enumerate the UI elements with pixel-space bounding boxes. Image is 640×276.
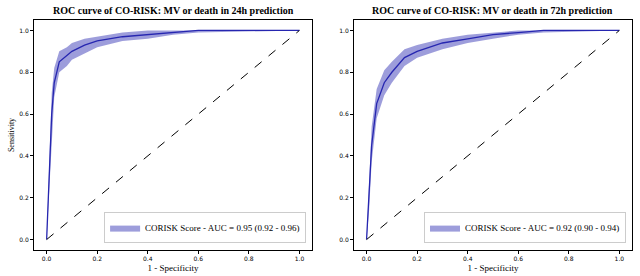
svg-text:0.6: 0.6 bbox=[513, 255, 523, 262]
svg-text:Sensitivity: Sensitivity bbox=[7, 118, 16, 152]
svg-text:0.4: 0.4 bbox=[339, 152, 349, 159]
svg-text:0.8: 0.8 bbox=[564, 255, 574, 262]
svg-text:0.6: 0.6 bbox=[194, 255, 204, 262]
svg-text:CORISK Score - AUC = 0.95 (0.9: CORISK Score - AUC = 0.95 (0.92 - 0.96) bbox=[145, 223, 299, 233]
svg-text:0.2: 0.2 bbox=[412, 255, 422, 262]
svg-text:1.0: 1.0 bbox=[295, 255, 305, 262]
svg-text:ROC curve of CO-RISK: MV or de: ROC curve of CO-RISK: MV or death in 72h… bbox=[372, 5, 613, 16]
svg-text:0.6: 0.6 bbox=[19, 110, 29, 117]
svg-text:0.0: 0.0 bbox=[19, 236, 29, 243]
svg-text:0.2: 0.2 bbox=[92, 255, 102, 262]
svg-text:1.0: 1.0 bbox=[19, 27, 29, 34]
svg-text:1 - Specificity: 1 - Specificity bbox=[148, 263, 199, 273]
svg-text:0.2: 0.2 bbox=[19, 194, 29, 201]
svg-text:0.4: 0.4 bbox=[463, 255, 473, 262]
svg-text:1.0: 1.0 bbox=[339, 27, 349, 34]
svg-text:0.0: 0.0 bbox=[362, 255, 372, 262]
svg-text:0.6: 0.6 bbox=[339, 110, 349, 117]
svg-text:0.2: 0.2 bbox=[339, 194, 349, 201]
svg-text:0.8: 0.8 bbox=[339, 68, 349, 75]
svg-text:1 - Specificity: 1 - Specificity bbox=[467, 263, 518, 273]
svg-text:CORISK Score - AUC = 0.92 (0.9: CORISK Score - AUC = 0.92 (0.90 - 0.94) bbox=[465, 223, 619, 233]
svg-text:0.8: 0.8 bbox=[244, 255, 254, 262]
svg-text:0.8: 0.8 bbox=[19, 68, 29, 75]
svg-text:ROC curve of CO-RISK: MV or de: ROC curve of CO-RISK: MV or death in 24h… bbox=[53, 5, 294, 16]
svg-text:0.4: 0.4 bbox=[19, 152, 29, 159]
svg-text:0.0: 0.0 bbox=[42, 255, 52, 262]
svg-text:0.0: 0.0 bbox=[339, 236, 349, 243]
svg-text:0.4: 0.4 bbox=[143, 255, 153, 262]
svg-text:1.0: 1.0 bbox=[615, 255, 625, 262]
